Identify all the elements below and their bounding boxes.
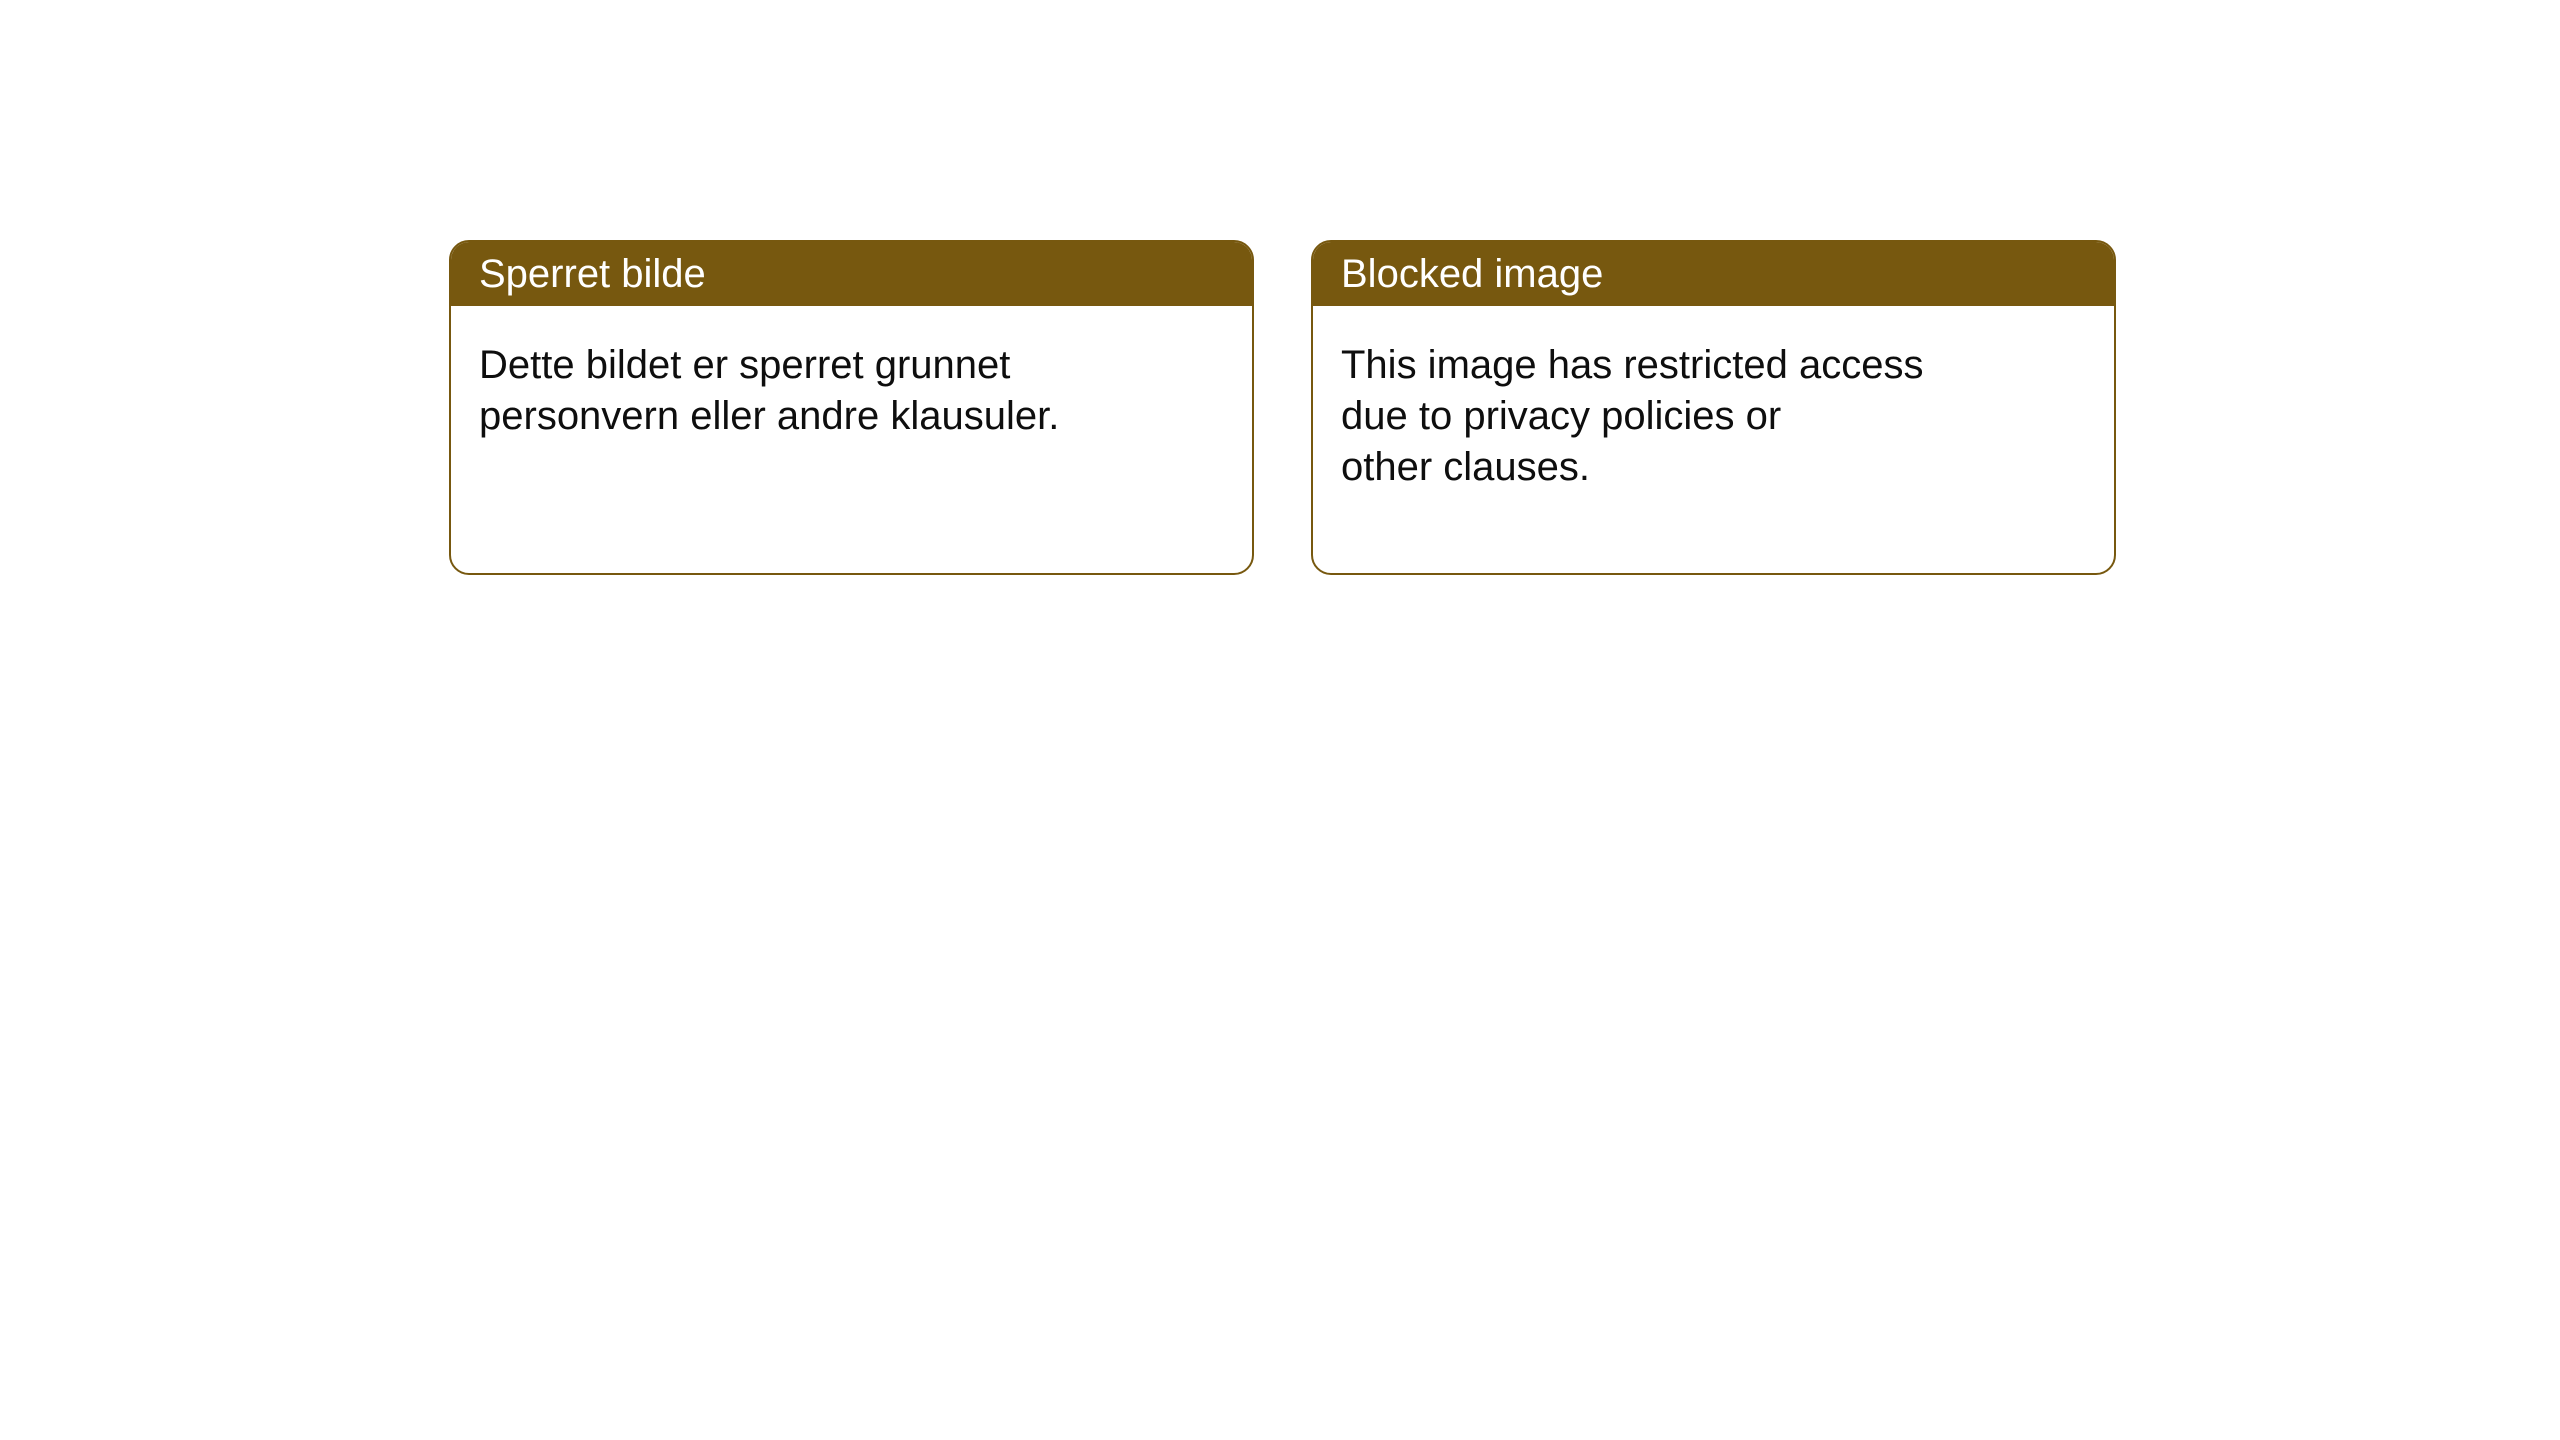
card-body-en: This image has restricted access due to … [1313,306,2114,522]
blocked-image-card-no: Sperret bilde Dette bildet er sperret gr… [449,240,1254,575]
card-header-en: Blocked image [1313,242,2114,306]
card-body-no: Dette bildet er sperret grunnet personve… [451,306,1252,470]
card-header-no: Sperret bilde [451,242,1252,306]
blocked-image-card-en: Blocked image This image has restricted … [1311,240,2116,575]
notice-cards-container: Sperret bilde Dette bildet er sperret gr… [449,240,2116,575]
